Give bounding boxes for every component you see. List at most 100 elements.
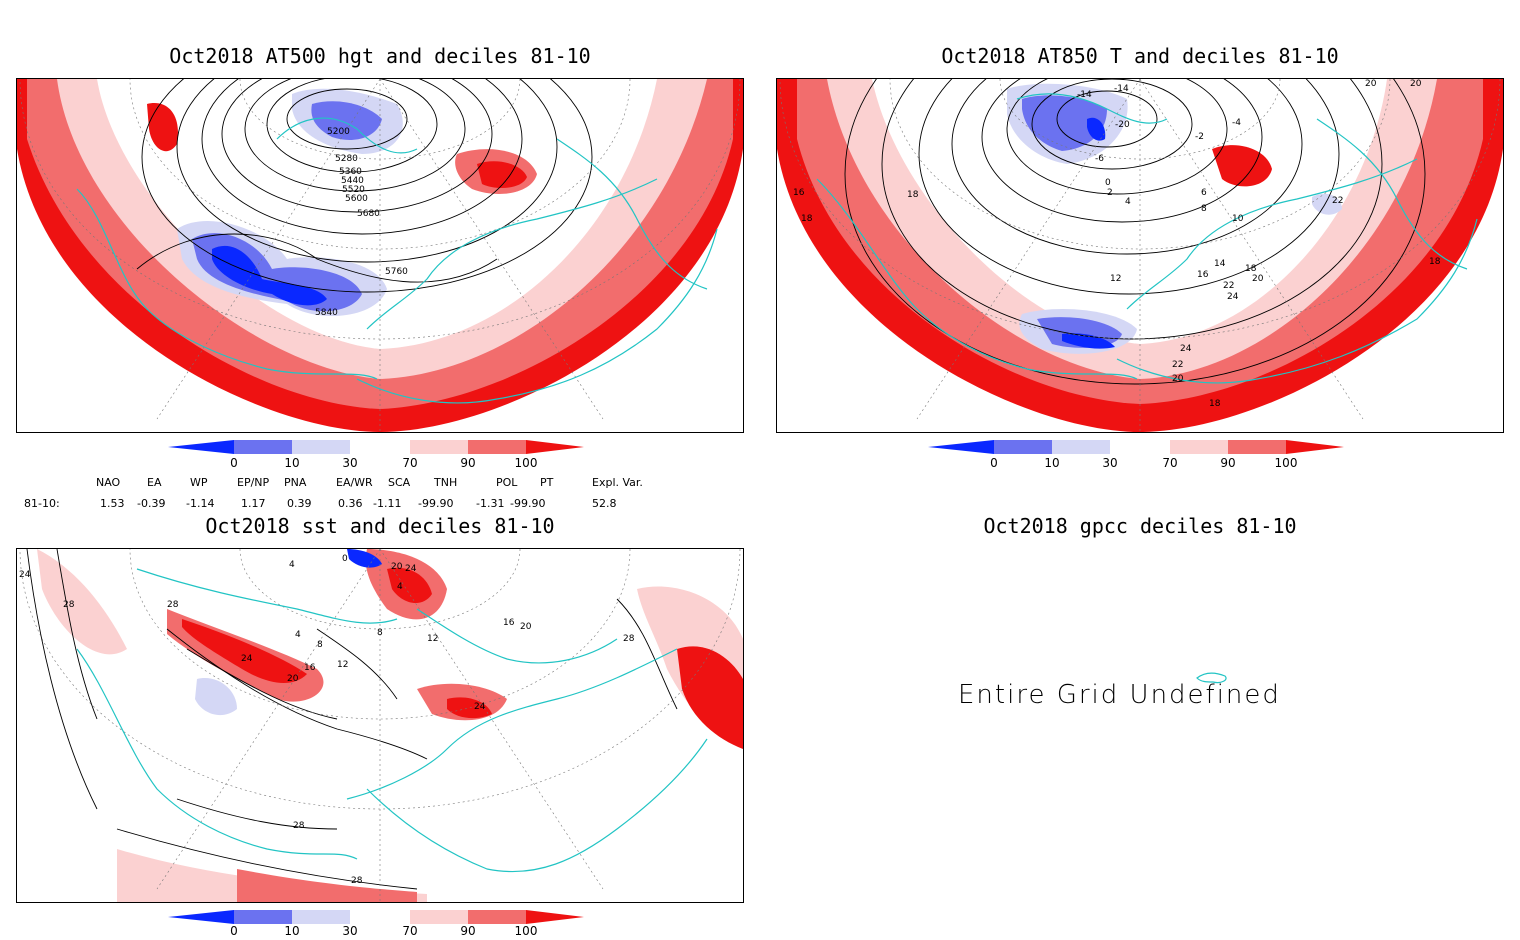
sst-east-asia-top-decile — [677, 646, 743, 749]
svg-text:10: 10 — [1232, 214, 1244, 224]
svg-text:5600: 5600 — [345, 194, 368, 204]
gpcc-undefined-message: Entire Grid Undefined — [958, 680, 1281, 710]
index-value-tnh: -99.90 — [418, 497, 454, 510]
t850-contour-labels: -14 -14 -20 -6 -2 0 2 4 -4 6 8 10 12 14 … — [793, 79, 1441, 409]
colorbar-segment-decile-30 — [292, 440, 350, 454]
svg-text:5200: 5200 — [327, 127, 350, 137]
hgt-contour-labels: 5200 5280 5360 5440 5520 5600 5680 5760 … — [315, 127, 408, 318]
index-header-ea: EA — [147, 476, 162, 489]
colorbar-segment-decile-30 — [292, 910, 350, 924]
index-header-tnh: TNH — [434, 476, 458, 489]
svg-text:28: 28 — [63, 600, 75, 610]
svg-text:16: 16 — [304, 663, 316, 673]
t850-colorbar-labels: 0 10 30 70 90 100 — [928, 456, 1348, 472]
index-value-pna: 0.39 — [287, 497, 312, 510]
index-row-label: 81-10: — [24, 497, 60, 510]
svg-text:20: 20 — [287, 674, 299, 684]
t850-contours — [844, 79, 1426, 385]
svg-text:5840: 5840 — [315, 308, 338, 318]
sst-map: 24 28 28 0 4 4 4 8 8 12 12 16 20 24 20 2… — [17, 549, 743, 902]
t850-panel-title: Oct2018 AT850 T and deciles 81-10 — [941, 44, 1339, 68]
colorbar-label: 30 — [1102, 456, 1118, 470]
svg-text:0: 0 — [1105, 178, 1111, 188]
svg-text:28: 28 — [623, 634, 635, 644]
svg-text:-14: -14 — [1077, 90, 1092, 100]
colorbar-label: 10 — [1044, 456, 1060, 470]
index-value-pol: -1.31 — [476, 497, 505, 510]
index-value-wp: -1.14 — [186, 497, 215, 510]
colorbar-segment-low-arrow — [928, 440, 994, 454]
colorbar-label: 100 — [514, 924, 538, 938]
colorbar-label: 90 — [460, 924, 476, 938]
index-header-pol: POL — [496, 476, 518, 489]
colorbar-label: 10 — [284, 456, 300, 470]
svg-text:24: 24 — [241, 654, 253, 664]
index-value-eawr: 0.36 — [338, 497, 363, 510]
colorbar-segment-high-arrow — [526, 910, 584, 924]
svg-text:22: 22 — [1172, 360, 1183, 370]
colorbar-label: 0 — [230, 924, 238, 938]
svg-text:18: 18 — [1429, 257, 1441, 267]
svg-text:20: 20 — [1252, 274, 1264, 284]
colorbar-label: 30 — [342, 924, 358, 938]
index-header-eawr: EA/WR — [336, 476, 373, 489]
svg-text:16: 16 — [793, 188, 805, 198]
index-header-pna: PNA — [284, 476, 307, 489]
svg-text:24: 24 — [19, 570, 31, 580]
t850-siberia-low-decile — [1312, 193, 1342, 215]
index-value-sca: -1.11 — [373, 497, 402, 510]
svg-text:6: 6 — [1201, 188, 1207, 198]
colorbar-label: 90 — [460, 456, 476, 470]
colorbar-segment-high-arrow — [1286, 440, 1344, 454]
index-header-epnp: EP/NP — [237, 476, 270, 489]
index-header-nao: NAO — [96, 476, 121, 489]
svg-text:4: 4 — [1125, 197, 1131, 207]
svg-text:0: 0 — [342, 554, 348, 564]
colorbar-segment-low-arrow — [168, 440, 234, 454]
gpcc-panel-title: Oct2018 gpcc deciles 81-10 — [983, 514, 1297, 538]
sst-arctic-low-decile — [347, 549, 382, 568]
t850-map: -14 -14 -20 -6 -2 0 2 4 -4 6 8 10 12 14 … — [777, 79, 1503, 432]
svg-text:18: 18 — [801, 214, 813, 224]
colorbar-label: 30 — [342, 456, 358, 470]
svg-text:12: 12 — [337, 660, 348, 670]
sst-north-pacific-high-decile — [37, 549, 127, 655]
svg-text:28: 28 — [167, 600, 179, 610]
t850-map-panel: -14 -14 -20 -6 -2 0 2 4 -4 6 8 10 12 14 … — [776, 78, 1504, 433]
hgt-map-panel: 5200 5280 5360 5440 5520 5600 5680 5760 … — [16, 78, 744, 433]
gpcc-coastline-fragment — [1196, 672, 1227, 684]
index-value-nao: 1.53 — [100, 497, 125, 510]
colorbar-label: 100 — [514, 456, 538, 470]
svg-text:-4: -4 — [1232, 118, 1241, 128]
svg-text:5760: 5760 — [385, 267, 408, 277]
svg-text:20: 20 — [391, 562, 403, 572]
sst-southern-band-decile-90 — [237, 869, 417, 902]
svg-text:8: 8 — [1201, 204, 1207, 214]
colorbar-segment-low-arrow — [168, 910, 234, 924]
svg-text:2: 2 — [1107, 188, 1113, 198]
colorbar-segment-decile-10 — [234, 910, 292, 924]
hgt-greenland-decile-10 — [311, 101, 382, 140]
index-value-expl-var: 52.8 — [592, 497, 617, 510]
colorbar-segment-neutral — [350, 440, 410, 454]
svg-text:4: 4 — [397, 582, 403, 592]
svg-text:20: 20 — [1410, 79, 1422, 89]
svg-text:8: 8 — [317, 640, 323, 650]
svg-text:8: 8 — [377, 628, 383, 638]
svg-text:-14: -14 — [1114, 84, 1129, 94]
sst-map-panel: 24 28 28 0 4 4 4 8 8 12 12 16 20 24 20 2… — [16, 548, 744, 903]
svg-text:16: 16 — [503, 618, 515, 628]
t850-greenland-decile-0 — [1087, 117, 1106, 141]
colorbar-label: 0 — [990, 456, 998, 470]
colorbar-label: 100 — [1274, 456, 1298, 470]
svg-text:16: 16 — [1197, 270, 1209, 280]
hgt-graticule — [19, 79, 741, 432]
svg-text:24: 24 — [1180, 344, 1192, 354]
sst-mediterranean-top-decile — [447, 697, 492, 719]
t850-canada-decile-0 — [1062, 333, 1115, 349]
sst-graticule — [19, 549, 741, 902]
colorbar-segment-decile-10 — [994, 440, 1052, 454]
colorbar-segment-neutral — [350, 910, 410, 924]
colorbar-segment-decile-70 — [1170, 440, 1228, 454]
colorbar-label: 10 — [284, 924, 300, 938]
